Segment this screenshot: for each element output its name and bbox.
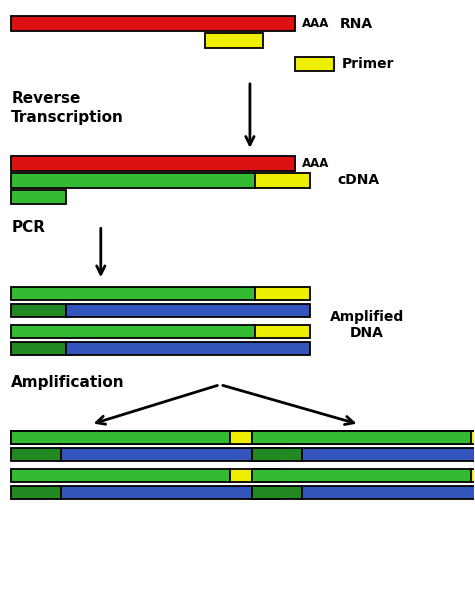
- Bar: [252, 448, 302, 461]
- Bar: [11, 448, 61, 461]
- Text: Primer: Primer: [342, 57, 394, 71]
- Bar: [252, 486, 302, 499]
- Bar: [252, 469, 471, 482]
- Bar: [11, 325, 255, 338]
- Bar: [11, 431, 230, 445]
- Text: cDNA: cDNA: [337, 173, 380, 187]
- Bar: [205, 33, 263, 48]
- Bar: [230, 431, 280, 445]
- Bar: [11, 469, 230, 482]
- Bar: [61, 448, 280, 461]
- Bar: [11, 16, 294, 31]
- Bar: [11, 304, 66, 317]
- Bar: [230, 469, 280, 482]
- Text: Reverse
Transcription: Reverse Transcription: [11, 91, 124, 125]
- Bar: [302, 486, 475, 499]
- Bar: [11, 173, 255, 188]
- Bar: [61, 486, 280, 499]
- Bar: [294, 57, 334, 71]
- Text: Amplified
DNA: Amplified DNA: [330, 310, 404, 340]
- Text: AAA: AAA: [302, 157, 329, 170]
- Bar: [252, 431, 475, 445]
- Text: AAA: AAA: [302, 17, 329, 30]
- Text: Amplification: Amplification: [11, 374, 125, 389]
- Text: PCR: PCR: [11, 220, 45, 235]
- Bar: [66, 304, 310, 317]
- Bar: [66, 342, 310, 355]
- Bar: [255, 173, 310, 188]
- Bar: [471, 469, 475, 482]
- Bar: [11, 155, 294, 170]
- Bar: [471, 431, 475, 445]
- Bar: [11, 431, 399, 445]
- Bar: [11, 486, 61, 499]
- Bar: [11, 342, 66, 355]
- Bar: [302, 448, 475, 461]
- Bar: [252, 431, 471, 445]
- Bar: [255, 325, 310, 338]
- Bar: [11, 287, 255, 300]
- Bar: [11, 190, 66, 205]
- Text: RNA: RNA: [340, 17, 372, 31]
- Bar: [255, 287, 310, 300]
